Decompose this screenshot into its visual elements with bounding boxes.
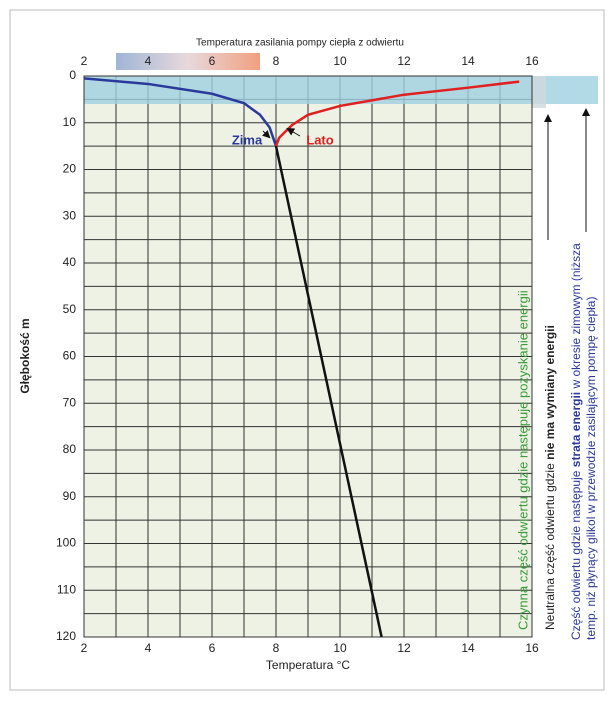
y-tick-label: 20 [63, 162, 77, 176]
x-tick-label: 6 [209, 641, 216, 655]
y-tick-label: 40 [63, 255, 77, 269]
active-zone [84, 76, 598, 104]
x-tick-label: 2 [81, 641, 88, 655]
frame [9, 9, 605, 691]
x-tick-label: 14 [461, 641, 475, 655]
y-tick-label: 90 [63, 489, 77, 503]
series-line [83, 77, 278, 147]
y-tick-label: 100 [56, 536, 76, 550]
top-title: Temperatura zasilania pompy ciepła z odw… [196, 38, 404, 49]
y-tick-label: 110 [57, 582, 76, 596]
x-tick-label: 4 [145, 641, 152, 655]
plot-border [83, 75, 533, 638]
x-top-tick-label: 2 [81, 54, 88, 68]
zone-label-part: strata energii [569, 392, 583, 467]
x-tick-label: 10 [333, 641, 347, 655]
zone-label-part: w okresie zimowym (niższa [569, 243, 583, 392]
neutral-zone [532, 76, 546, 108]
x-top-tick-label: 16 [525, 54, 539, 68]
x-top-tick-label: 14 [461, 54, 475, 68]
color-scale [116, 53, 260, 70]
zone-label: Czynna część odwiertu gdzie następuje po… [515, 290, 530, 630]
zone-label: temp. niż płynący glikol w przewodzie za… [584, 297, 598, 640]
x-axis-label: Temperatura °C [266, 658, 350, 672]
y-tick-label: 0 [69, 68, 76, 82]
y-tick-label: 70 [63, 395, 77, 409]
series-label: Zima [232, 132, 263, 147]
x-top-tick-label: 4 [145, 54, 152, 68]
plot [83, 77, 520, 638]
series-line [274, 145, 383, 638]
y-axis-label: Głębokość m [18, 318, 32, 393]
arrow [261, 129, 271, 139]
y-tick-label: 60 [63, 349, 77, 363]
zone-label: Neutralna część odwiertu gdzie nie ma wy… [543, 325, 557, 630]
zone-label: Część odwiertu gdzie następuje strata en… [569, 243, 583, 640]
x-top-tick-label: 10 [333, 54, 347, 68]
x-tick-label: 12 [397, 641, 411, 655]
y-tick-label: 10 [63, 115, 77, 129]
zone-label-part: nie ma wymiany energii [543, 325, 557, 460]
series-label: Lato [306, 132, 334, 147]
arrow [286, 127, 301, 137]
zone-label-part: Neutralna część odwiertu gdzie [543, 460, 557, 630]
x-tick-label: 8 [273, 641, 280, 655]
y-tick-label: 80 [63, 442, 77, 456]
x-top-tick-label: 8 [273, 54, 280, 68]
x-top-tick-label: 6 [209, 54, 216, 68]
y-tick-label: 30 [63, 208, 77, 222]
zone-label-part: Część odwiertu gdzie następuje [569, 467, 583, 640]
series-line [274, 80, 520, 147]
y-tick-label: 120 [56, 629, 76, 643]
y-tick-label: 50 [63, 302, 77, 316]
x-top-tick-label: 12 [397, 54, 411, 68]
x-tick-label: 16 [525, 641, 539, 655]
